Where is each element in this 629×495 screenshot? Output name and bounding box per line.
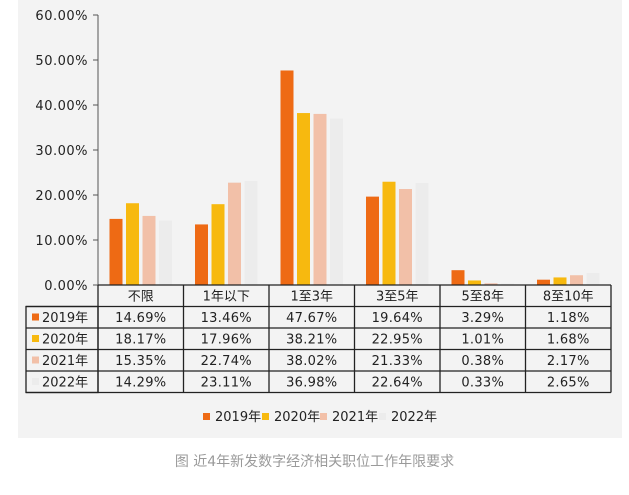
legend-swatch-4 [379,413,386,420]
bar-1-1 [109,218,123,285]
bar-3-2 [228,182,241,285]
bar-3-5 [484,283,498,285]
bar-4-5 [501,283,514,285]
data-label: 17.96% [201,333,252,348]
bar-1-2 [195,224,208,285]
category-label: 8至10年 [543,290,594,305]
bar-4-2 [244,181,258,285]
category-label: 5至8年 [461,290,504,305]
category-label: 3至5年 [376,290,419,305]
table-series-label: 2020年 [42,333,88,348]
data-label: 0.33% [461,376,504,391]
data-label: 22.95% [372,333,423,348]
data-label: 1.01% [461,333,504,348]
bar-1-4 [366,196,379,285]
table-series-label: 2019年 [42,311,88,326]
data-label: 1.18% [547,311,590,326]
y-tick-label: 50.00% [35,54,88,69]
data-label: 15.35% [115,354,166,369]
category-label: 不限 [128,290,154,305]
legend-swatch-1 [203,413,210,420]
data-label: 36.98% [286,376,337,391]
bar-2-5 [468,280,481,285]
data-label: 38.02% [286,354,337,369]
legend-label-3: 2021年 [332,410,378,425]
data-label: 19.64% [372,311,423,326]
bar-2-3 [297,113,310,286]
bar-1-3 [280,70,294,285]
bar-2-2 [211,204,225,285]
legend-label-4: 2022年 [391,410,437,425]
bar-2-1 [126,203,139,285]
category-label: 1至3年 [290,290,333,305]
bar-3-1 [142,215,156,285]
data-label: 14.29% [115,376,166,391]
y-tick-label: 30.00% [35,144,88,159]
bar-1-6 [537,279,550,285]
data-label: 14.69% [115,311,166,326]
bar-4-6 [586,273,600,285]
data-label: 18.17% [115,333,166,348]
category-label: 1年以下 [203,290,250,305]
bar-1-5 [451,270,465,285]
table-legend-swatch [32,313,39,321]
chart-figure: 0.00% 10.00% 20.00% 30.00% 40.00% 50.00% 60.00… [18,0,622,438]
bar-4-4 [415,183,429,285]
figure-caption: 图 近4年新发数字经济相关职位工作年限要求 [174,454,455,470]
bar-2-4 [382,181,396,285]
legend-label-1: 2019年 [215,410,261,425]
y-tick-label: 20.00% [35,189,88,204]
data-label: 38.21% [286,333,337,348]
table-series-label: 2022年 [42,376,88,391]
table-legend-swatch [32,378,39,385]
bar-4-1 [159,220,172,285]
chart-svg: 0.00% 10.00% 20.00% 30.00% 40.00% 50.00% 60.00… [25,9,612,425]
data-label: 23.11% [201,376,252,391]
data-label: 22.74% [201,354,252,369]
y-tick-label: 10.00% [35,234,88,249]
data-label: 0.38% [461,354,504,369]
y-tick-label: 60.00% [35,9,88,24]
legend-swatch-3 [320,413,327,420]
y-tick-label: 40.00% [35,99,88,114]
data-label: 22.64% [372,376,423,391]
table-legend-swatch [32,356,39,364]
data-label: 21.33% [372,354,423,369]
data-label: 3.29% [461,311,504,326]
legend-swatch-2 [262,413,269,420]
data-label: 47.67% [286,311,337,326]
table-series-label: 2021年 [42,354,88,369]
bar-4-3 [330,118,343,285]
bar-3-6 [570,275,583,285]
bar-2-6 [553,277,567,285]
data-label: 13.46% [201,311,252,326]
data-label: 2.17% [547,354,590,369]
bar-3-4 [399,189,412,285]
table-legend-swatch [32,335,39,342]
bar-3-3 [313,113,327,285]
y-tick-label: 0.00% [44,279,88,294]
data-label: 1.68% [547,333,590,348]
legend-label-2: 2020年 [274,410,320,425]
data-label: 2.65% [547,376,590,391]
